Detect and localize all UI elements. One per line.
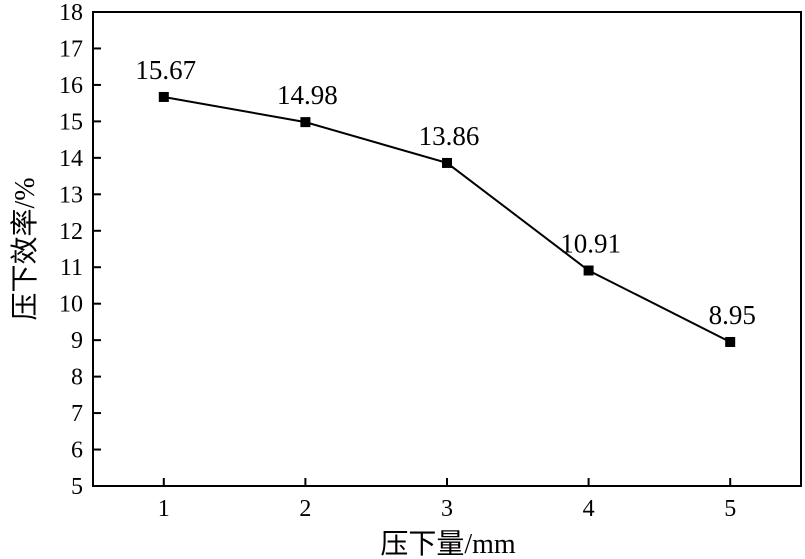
data-label: 15.67 bbox=[135, 55, 196, 85]
y-tick-label: 14 bbox=[59, 146, 83, 172]
y-tick-label: 9 bbox=[71, 328, 83, 354]
data-point-marker bbox=[158, 91, 169, 102]
y-tick-label: 13 bbox=[59, 182, 83, 208]
data-label: 8.95 bbox=[709, 300, 756, 330]
data-point-marker bbox=[725, 336, 736, 347]
x-tick-label: 5 bbox=[724, 496, 736, 522]
x-axis-title: 压下量/mm bbox=[380, 529, 516, 559]
plot-frame bbox=[92, 11, 802, 487]
x-tick-label: 1 bbox=[158, 496, 170, 522]
y-tick-label: 11 bbox=[60, 255, 83, 281]
y-tick-label: 18 bbox=[59, 0, 83, 26]
y-tick-label: 8 bbox=[71, 365, 83, 391]
y-tick-label: 5 bbox=[71, 474, 83, 500]
data-point-marker bbox=[583, 265, 594, 276]
y-tick-label: 16 bbox=[59, 73, 83, 99]
x-tick-label: 3 bbox=[441, 496, 453, 522]
data-labels: 15.67 14.98 13.86 10.91 8.95 bbox=[135, 55, 755, 330]
y-tick-label: 6 bbox=[71, 438, 83, 464]
series-markers bbox=[158, 91, 736, 347]
y-tick-label: 7 bbox=[71, 401, 83, 427]
y-tick-label: 15 bbox=[59, 109, 83, 135]
x-tick-label: 4 bbox=[583, 496, 595, 522]
data-label: 10.91 bbox=[560, 229, 621, 259]
y-tick-label: 10 bbox=[59, 292, 83, 318]
data-point-marker bbox=[442, 157, 452, 168]
y-axis-title: 压下效率/% bbox=[9, 177, 41, 320]
data-label: 13.86 bbox=[419, 121, 480, 151]
y-tick-label: 12 bbox=[59, 219, 83, 245]
y-axis-ticks: 5 6 7 8 9 10 11 12 13 14 15 16 17 18 bbox=[59, 0, 101, 500]
x-axis-ticks: 1 2 3 4 5 bbox=[158, 478, 736, 522]
data-point-marker bbox=[300, 117, 311, 128]
data-label: 14.98 bbox=[277, 80, 338, 110]
y-tick-label: 17 bbox=[59, 36, 83, 62]
x-tick-label: 2 bbox=[299, 496, 311, 522]
